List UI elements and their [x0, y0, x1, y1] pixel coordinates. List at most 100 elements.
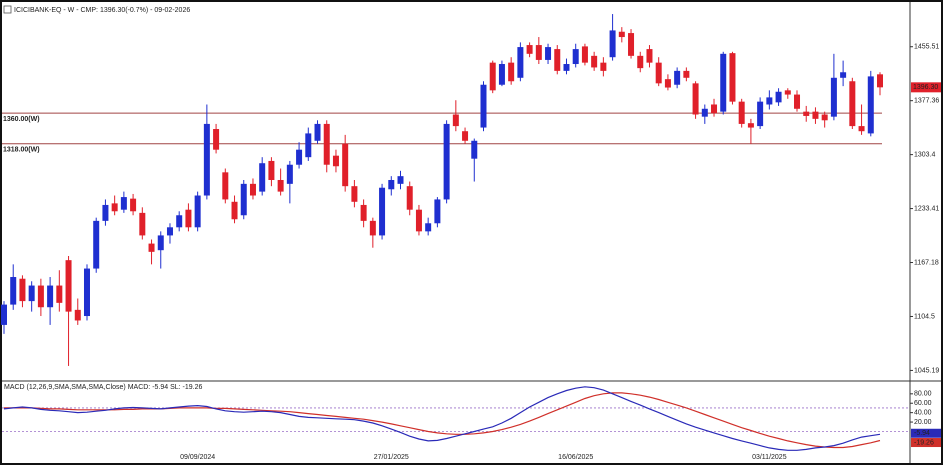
candle-body [305, 133, 312, 158]
candle-body [877, 74, 883, 88]
last-value-label: -5.94 [914, 430, 930, 437]
candle-body [609, 30, 616, 58]
candle-body [591, 55, 598, 68]
candle-body [738, 101, 745, 124]
macd-title: MACD (12,26,9,SMA,SMA,SMA,Close) MACD: -… [4, 384, 203, 391]
last-value-label: -19.26 [914, 439, 934, 446]
candle-body [517, 47, 524, 78]
candle-body [498, 64, 505, 85]
y-tick-label: 1045.19 [914, 367, 939, 374]
last-value-box [911, 428, 941, 438]
candle-body [674, 70, 681, 85]
candle-body [794, 94, 801, 109]
level-label: 1318.00(W) [3, 147, 40, 154]
candle-body [526, 45, 533, 54]
candle-body [757, 101, 764, 127]
candle-body [1, 304, 7, 325]
candle-body [56, 285, 63, 303]
candle-body [840, 72, 847, 78]
candle-body [415, 209, 422, 232]
candle-body [664, 79, 671, 88]
candle-body [111, 203, 118, 212]
candle-body [74, 309, 81, 321]
candle-body [222, 172, 229, 200]
candle-body [572, 49, 579, 65]
candle-body [443, 123, 450, 200]
candle-body [554, 49, 561, 71]
y-tick-label: 1455.51 [914, 44, 939, 51]
candle-body [720, 53, 727, 112]
y-tick-label: 1233.41 [914, 205, 939, 212]
cmp-label: 1396.30 [913, 84, 938, 91]
candle-body [360, 204, 367, 221]
candle-body [203, 123, 210, 196]
candle-body [535, 45, 542, 60]
candle-body [231, 201, 238, 220]
candle-body [47, 285, 54, 308]
candle-body [120, 197, 127, 210]
candle-body [867, 76, 874, 134]
candle-body [93, 220, 100, 269]
candle-body [406, 186, 413, 210]
candle-body [83, 268, 90, 317]
macd-line [3, 386, 881, 451]
candle-body [766, 97, 773, 105]
candle-body [185, 209, 192, 228]
candle-body [683, 70, 690, 78]
candle-body [747, 123, 754, 128]
candle-body [452, 114, 459, 127]
candle-body [268, 160, 275, 180]
candle-body [342, 143, 349, 187]
candle-body [480, 84, 487, 128]
candle-body [176, 215, 183, 228]
candle-body [65, 260, 72, 312]
candle-body [462, 131, 469, 141]
y-tick-label: 1377.36 [914, 98, 939, 105]
candle-body [240, 183, 247, 216]
y-tick-label: 1303.4 [914, 151, 936, 158]
symbol-icon [3, 5, 12, 14]
candle-body [296, 149, 303, 165]
candle-body [379, 187, 386, 236]
candle-body [194, 195, 201, 228]
candle-body [323, 123, 330, 165]
candle-body [775, 91, 782, 103]
candle-body [692, 83, 699, 115]
y-tick-label: 20.00 [914, 419, 932, 426]
candle-body [545, 47, 552, 60]
candle-body [157, 235, 164, 251]
candle-body [37, 285, 44, 308]
candle-body [508, 62, 515, 82]
candle-body [388, 179, 395, 190]
candle-body [701, 108, 708, 117]
y-tick-label: 80.00 [914, 391, 932, 398]
candle-body [729, 53, 736, 102]
candle-body [434, 199, 441, 224]
candle-body [637, 55, 644, 69]
candle-body [213, 129, 220, 150]
candle-body [563, 64, 570, 71]
candle-body [351, 186, 358, 202]
candle-body [858, 126, 865, 132]
y-tick-label: 60.00 [914, 400, 932, 407]
candle-body [646, 49, 653, 63]
level-label: 1360.00(W) [3, 116, 40, 123]
x-tick-label: 03/11/2025 [752, 454, 787, 461]
candle-body [397, 176, 404, 184]
y-tick-label: 1104.5 [914, 313, 935, 320]
candle-body [489, 62, 496, 91]
candle-body [425, 223, 432, 232]
last-value-box [911, 438, 941, 448]
candle-body [821, 114, 828, 121]
candle-body [139, 212, 146, 236]
candle-body [259, 163, 266, 192]
candle-body [618, 31, 625, 38]
candle-body [249, 183, 256, 196]
candle-body [849, 81, 856, 127]
candle-body [655, 62, 662, 84]
candle-body [332, 155, 339, 167]
candle-body [10, 277, 17, 305]
candle-body [784, 90, 791, 95]
